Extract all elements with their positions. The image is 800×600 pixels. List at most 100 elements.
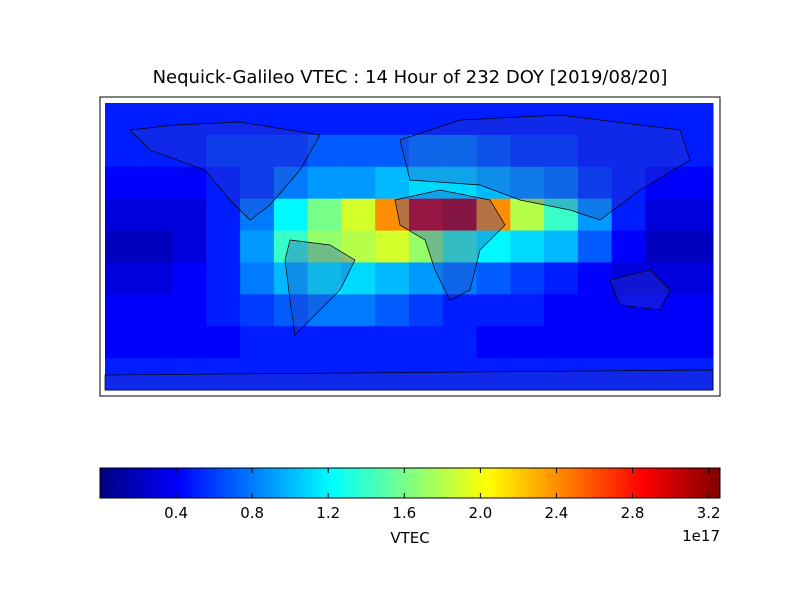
cell	[645, 134, 680, 168]
cell	[273, 326, 309, 359]
cell	[476, 198, 511, 232]
cell	[138, 166, 174, 200]
cell	[172, 198, 207, 232]
cell	[375, 262, 410, 295]
cell	[679, 134, 714, 168]
antarctica	[104, 369, 714, 391]
cell	[375, 198, 410, 232]
cell	[442, 198, 478, 232]
cell	[172, 230, 207, 263]
cell	[273, 230, 309, 263]
cell	[273, 358, 309, 391]
cell	[409, 294, 444, 327]
cell	[307, 230, 342, 263]
cell	[577, 230, 613, 263]
cell	[679, 294, 714, 327]
cell	[307, 294, 342, 327]
cell	[172, 166, 207, 200]
cell	[375, 294, 410, 327]
colorbar-tick-label: 2.4	[545, 504, 569, 522]
cell	[611, 230, 646, 263]
cell	[645, 326, 680, 359]
cell	[138, 198, 174, 232]
cell	[544, 326, 579, 359]
cell	[611, 262, 646, 295]
chart-title: Nequick-Galileo VTEC : 14 Hour of 232 DO…	[153, 67, 668, 88]
cell	[544, 230, 579, 263]
cell	[206, 230, 241, 263]
cell	[645, 262, 680, 295]
cell	[510, 103, 545, 136]
cell	[645, 358, 680, 391]
cell	[307, 134, 342, 168]
cell	[138, 294, 174, 327]
cell	[476, 166, 511, 200]
cell	[510, 326, 545, 359]
cell	[172, 294, 207, 327]
cell	[544, 358, 579, 391]
cell	[409, 262, 444, 295]
cell	[611, 134, 646, 168]
cell	[611, 326, 646, 359]
cell	[341, 294, 376, 327]
cell	[240, 230, 275, 263]
cell	[476, 326, 511, 359]
cell	[341, 358, 376, 391]
cell	[240, 103, 275, 136]
cell	[476, 358, 511, 391]
cell	[206, 262, 241, 295]
cell	[206, 166, 241, 200]
cell	[442, 294, 478, 327]
cell	[273, 134, 309, 168]
cell	[341, 262, 376, 295]
cell	[679, 166, 714, 200]
cell	[240, 134, 275, 168]
cell	[510, 358, 545, 391]
coastlines	[104, 114, 714, 391]
cell	[375, 134, 410, 168]
cell	[476, 262, 511, 295]
cell	[341, 166, 376, 200]
eurasia	[399, 114, 691, 221]
cell	[105, 198, 140, 232]
cell	[409, 358, 444, 391]
cell	[138, 230, 174, 263]
cell	[577, 166, 613, 200]
cell	[476, 134, 511, 168]
colorbar-tick-label: 2.0	[468, 504, 492, 522]
cell	[645, 294, 680, 327]
cell	[442, 262, 478, 295]
map-frame	[99, 96, 721, 397]
cell	[409, 230, 444, 263]
cell	[375, 230, 410, 263]
cell	[577, 262, 613, 295]
cell	[409, 166, 444, 200]
cell	[442, 134, 478, 168]
cell	[409, 198, 444, 232]
cell	[307, 326, 342, 359]
cell	[544, 262, 579, 295]
cell	[307, 198, 342, 232]
cell	[442, 326, 478, 359]
cell	[240, 166, 275, 200]
cell	[645, 103, 680, 136]
cell	[341, 103, 376, 136]
cell	[138, 326, 174, 359]
colorbar-tick-label: 2.8	[621, 504, 645, 522]
cell	[544, 134, 579, 168]
cell	[105, 262, 140, 295]
cell	[679, 103, 714, 136]
colorbar-offset: 1e17	[682, 527, 720, 545]
cell	[172, 326, 207, 359]
cell	[375, 166, 410, 200]
australia	[609, 269, 671, 311]
cell	[105, 326, 140, 359]
cell	[510, 166, 545, 200]
cell	[273, 262, 309, 295]
cell	[645, 230, 680, 263]
cell	[611, 166, 646, 200]
colorbar-tick-label: 0.4	[164, 504, 188, 522]
cell	[442, 358, 478, 391]
cell	[510, 134, 545, 168]
